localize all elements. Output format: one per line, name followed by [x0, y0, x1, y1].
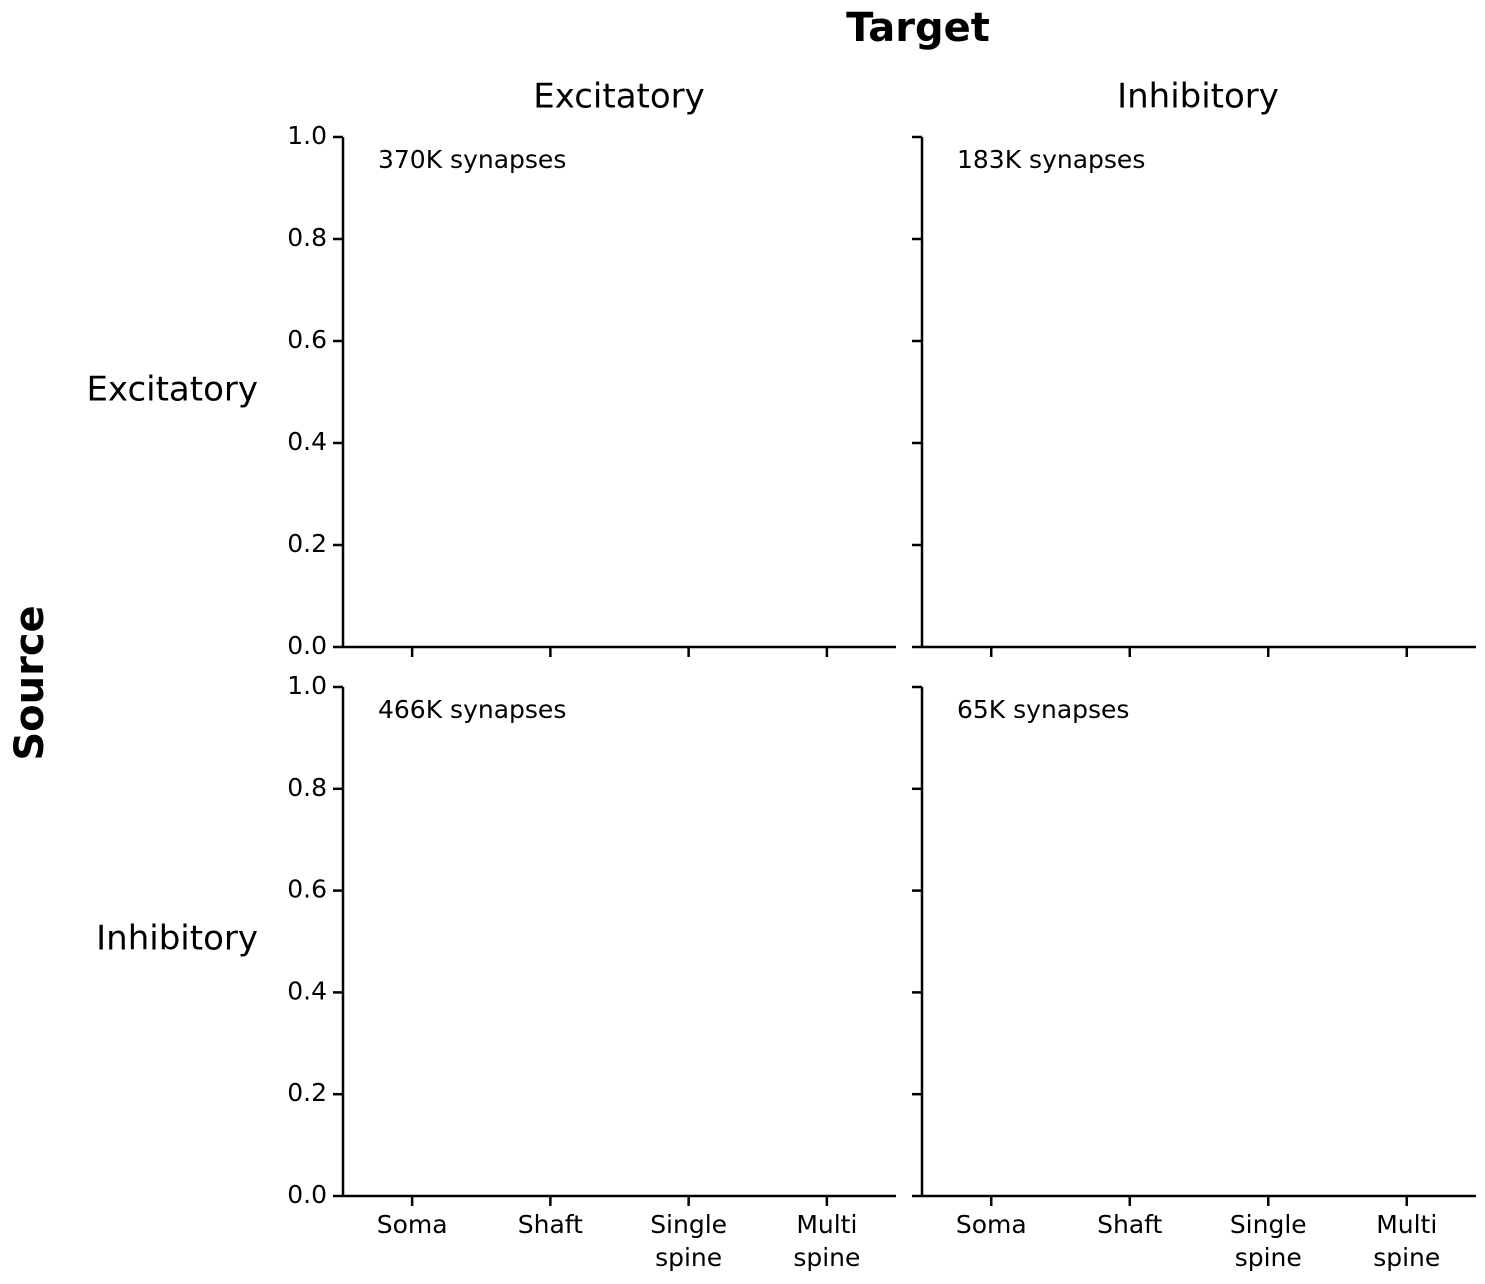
- x-tick-label: Multi spine: [793, 1210, 860, 1272]
- figure-title: Target: [846, 5, 990, 51]
- x-tick-label: Shaft: [518, 1210, 583, 1239]
- x-tick-label: Multi spine: [1373, 1210, 1440, 1272]
- y-tick-label: 0.6: [287, 325, 327, 354]
- y-tick-label: 0.2: [287, 1078, 327, 1107]
- y-tick-label: 0.4: [287, 427, 327, 456]
- figure-ylabel: Source: [7, 605, 53, 760]
- annotation: 466K synapses: [378, 695, 566, 724]
- x-tick-label: Soma: [956, 1210, 1027, 1239]
- y-tick-label: 0.2: [287, 529, 327, 558]
- y-tick-label: 0.0: [287, 1180, 327, 1209]
- x-tick-label: Single spine: [650, 1210, 727, 1272]
- x-tick-label: Single spine: [1230, 1210, 1307, 1272]
- y-tick-label: 0.8: [287, 223, 327, 252]
- x-tick-label: Soma: [377, 1210, 448, 1239]
- row-title: Inhibitory: [96, 919, 258, 959]
- annotation: 370K synapses: [378, 145, 566, 174]
- annotation: 65K synapses: [957, 695, 1129, 724]
- y-tick-label: 0.6: [287, 875, 327, 904]
- row-title: Excitatory: [86, 370, 258, 410]
- x-tick-label: Shaft: [1097, 1210, 1162, 1239]
- column-title: Excitatory: [533, 77, 705, 117]
- y-tick-label: 0.4: [287, 976, 327, 1005]
- annotation: 183K synapses: [957, 145, 1145, 174]
- y-tick-label: 0.0: [287, 631, 327, 660]
- y-tick-label: 1.0: [287, 121, 327, 150]
- y-tick-label: 0.8: [287, 773, 327, 802]
- column-title: Inhibitory: [1117, 77, 1279, 117]
- y-tick-label: 1.0: [287, 671, 327, 700]
